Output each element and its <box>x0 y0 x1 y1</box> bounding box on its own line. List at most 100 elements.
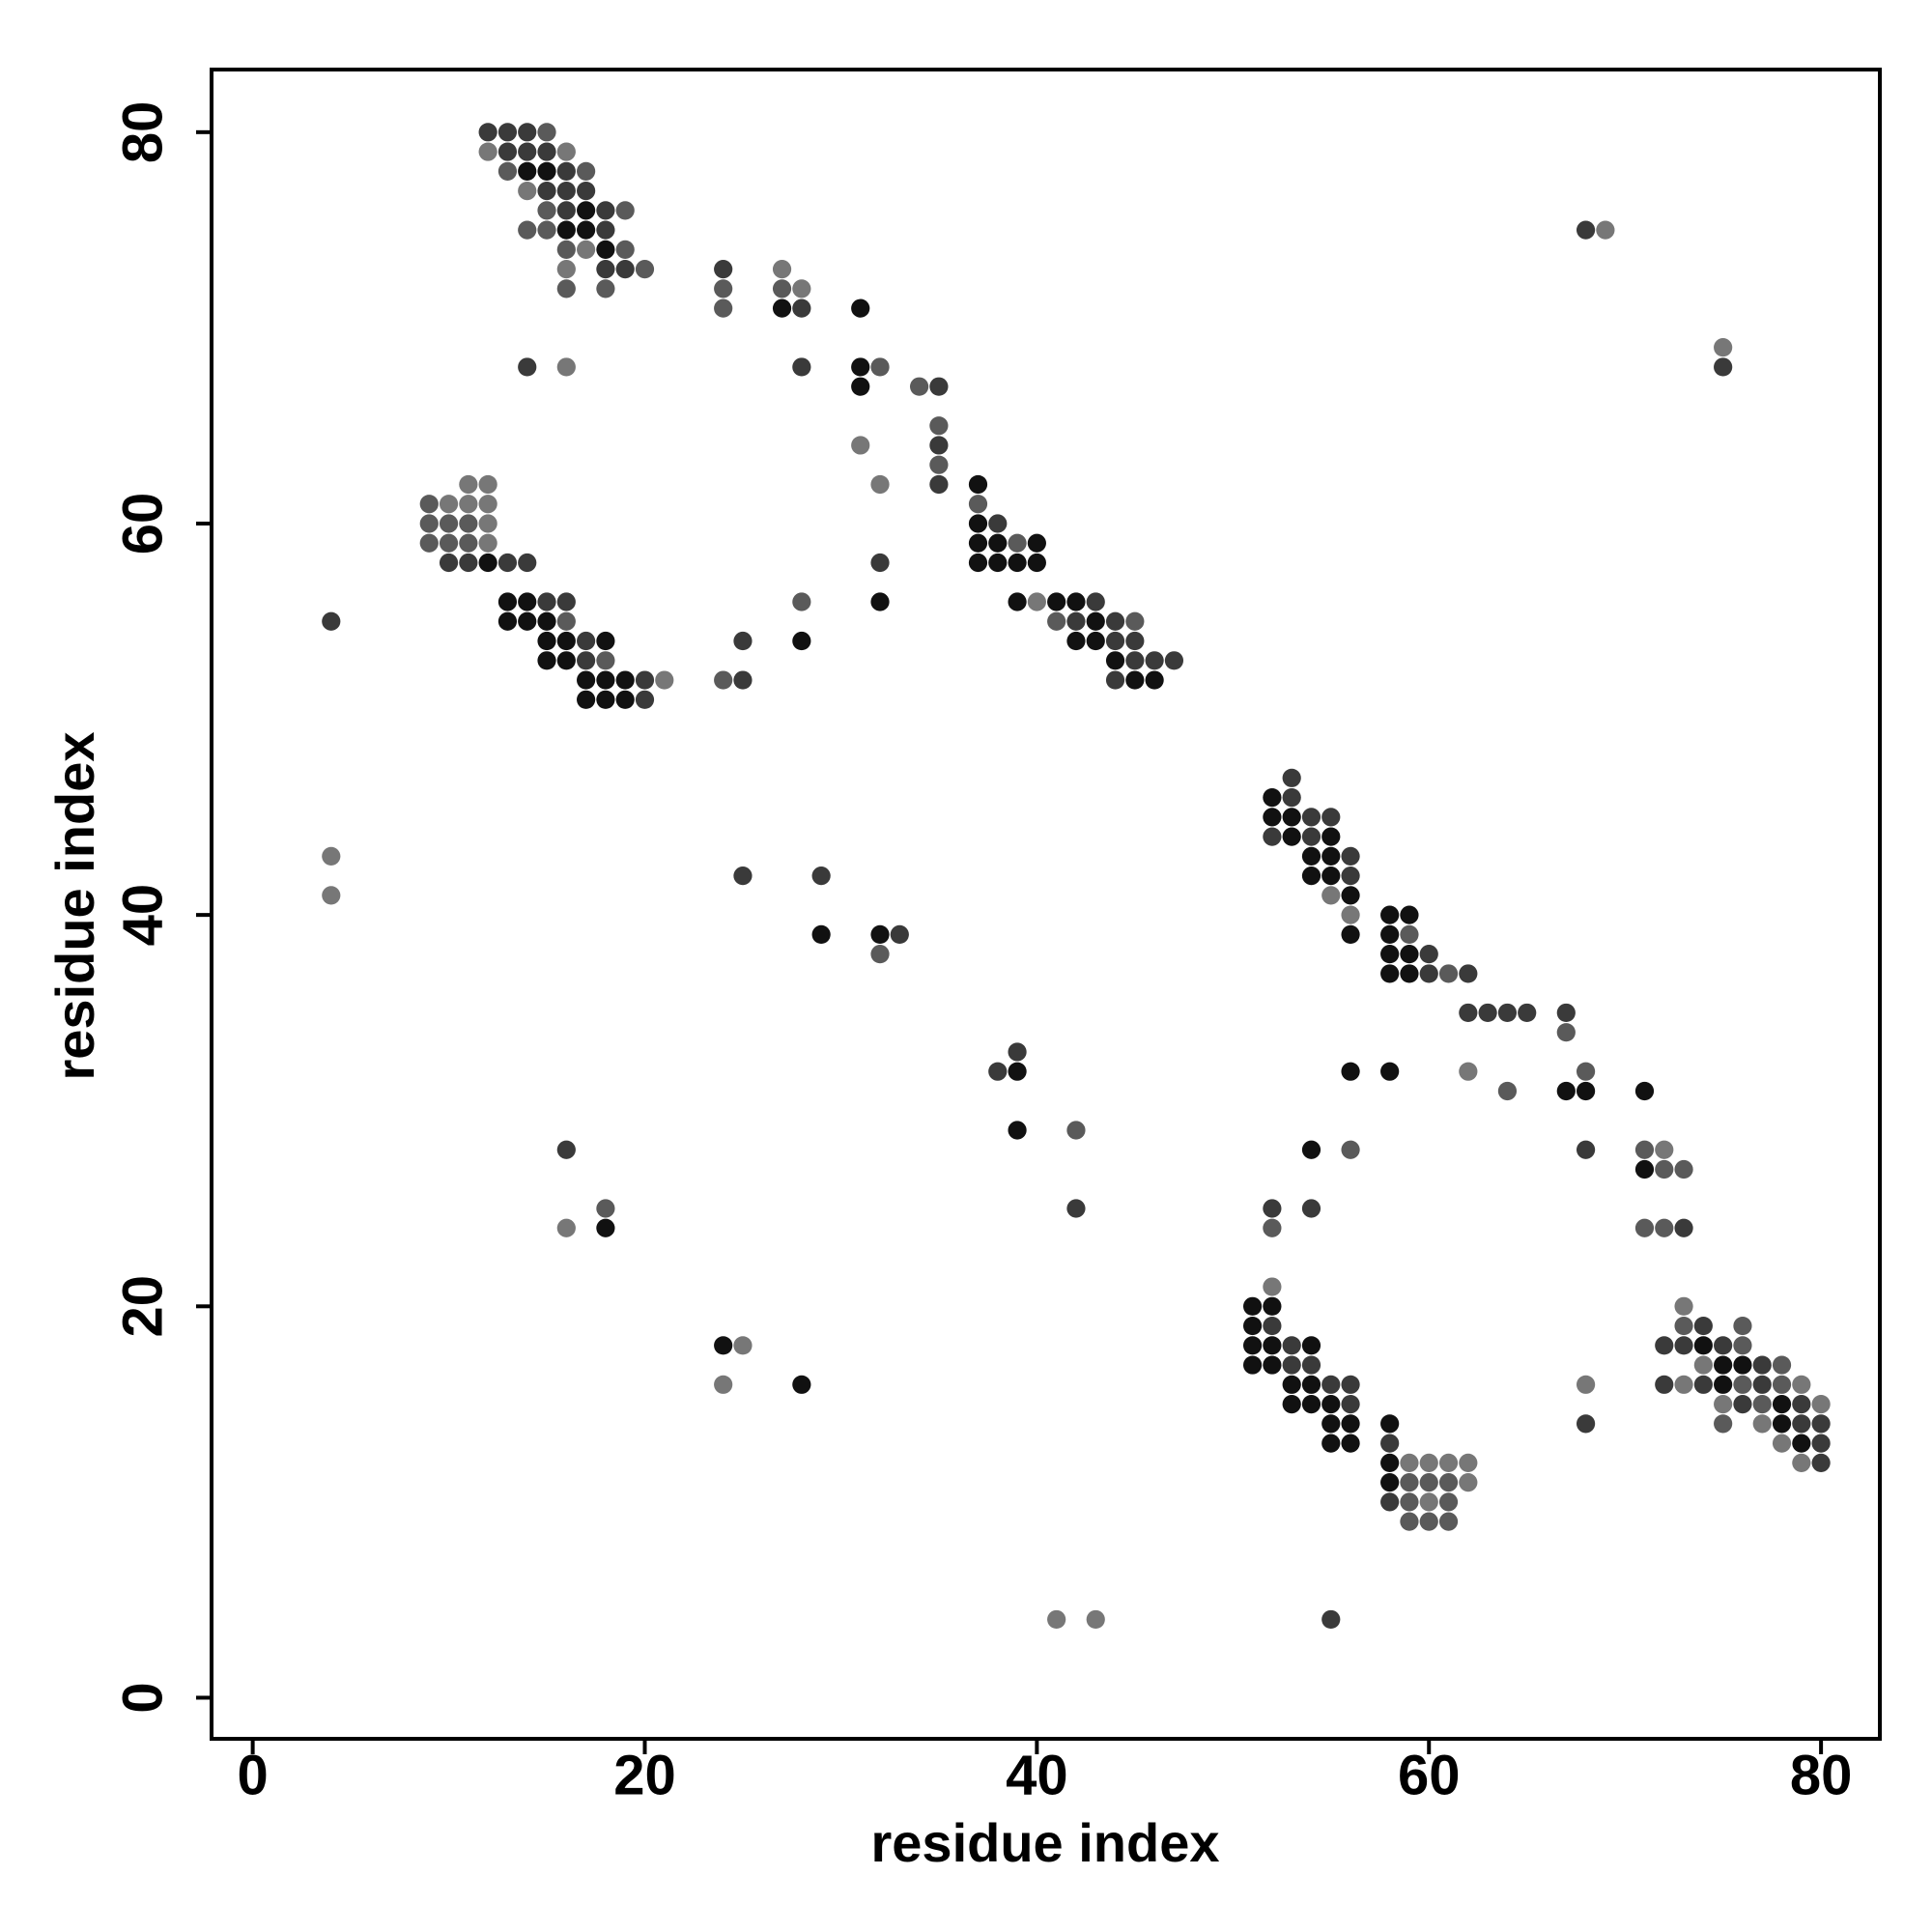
point <box>1066 592 1086 611</box>
point <box>1242 1296 1263 1316</box>
point <box>1419 945 1438 964</box>
point <box>1674 1375 1693 1394</box>
point <box>1518 1003 1537 1023</box>
point <box>1792 1394 1811 1414</box>
point <box>1459 1003 1478 1023</box>
point <box>1674 1218 1693 1237</box>
point <box>1341 1375 1360 1394</box>
point <box>1438 1492 1459 1512</box>
point <box>1321 886 1341 905</box>
point <box>1576 1081 1596 1101</box>
point <box>1693 1336 1713 1355</box>
point <box>478 553 497 573</box>
point <box>1242 1316 1263 1336</box>
point <box>1438 1453 1459 1472</box>
point <box>811 867 831 886</box>
point <box>556 357 576 377</box>
point <box>733 1336 753 1355</box>
point <box>439 533 459 553</box>
point <box>635 670 655 690</box>
point <box>968 533 988 553</box>
point <box>870 553 890 573</box>
point <box>1263 1316 1282 1336</box>
point <box>792 357 811 377</box>
point <box>596 670 615 690</box>
point <box>556 142 576 161</box>
point <box>1733 1375 1752 1394</box>
point <box>615 260 635 279</box>
y-tick-label: 80 <box>111 101 174 164</box>
plot-frame <box>210 68 1882 1741</box>
point <box>537 181 556 201</box>
point <box>497 553 518 573</box>
point <box>811 924 831 944</box>
point <box>1792 1375 1811 1394</box>
point <box>1321 827 1341 846</box>
point <box>1164 651 1184 670</box>
point <box>518 592 537 611</box>
point <box>596 240 615 259</box>
point <box>1047 1609 1066 1630</box>
point <box>851 436 870 455</box>
point <box>1714 357 1733 377</box>
point <box>1419 1492 1438 1512</box>
point <box>556 611 576 631</box>
point <box>459 553 478 573</box>
point <box>1792 1434 1811 1453</box>
point <box>577 220 596 240</box>
point <box>968 514 988 533</box>
point <box>1027 553 1046 573</box>
point <box>1380 924 1400 944</box>
point <box>1380 1492 1400 1512</box>
point <box>1341 846 1360 866</box>
point <box>910 377 929 396</box>
point <box>1772 1414 1792 1434</box>
point <box>1693 1375 1713 1394</box>
point <box>1301 1375 1321 1394</box>
point <box>478 495 497 514</box>
point <box>870 592 890 611</box>
point <box>1556 1081 1576 1101</box>
point <box>1497 1003 1518 1023</box>
point <box>1301 1199 1321 1218</box>
point <box>1321 1434 1341 1453</box>
point <box>1047 611 1066 631</box>
point <box>1321 808 1341 827</box>
point <box>635 690 655 709</box>
point <box>733 867 753 886</box>
point <box>1438 1473 1459 1492</box>
point <box>1263 1199 1282 1218</box>
point <box>1086 1609 1105 1630</box>
point <box>419 514 439 533</box>
point <box>596 1199 615 1218</box>
point <box>1282 827 1301 846</box>
point <box>556 592 576 611</box>
point <box>322 611 341 631</box>
point <box>1263 827 1282 846</box>
point <box>537 611 556 631</box>
point <box>792 279 811 298</box>
point <box>1105 611 1125 631</box>
x-tick-label: 0 <box>237 1744 268 1806</box>
point <box>1066 1121 1086 1140</box>
point <box>1047 592 1066 611</box>
point <box>596 279 615 298</box>
point <box>1027 592 1046 611</box>
point <box>792 631 811 651</box>
point <box>929 474 949 495</box>
point <box>1263 787 1282 808</box>
point <box>1105 670 1125 690</box>
point <box>556 220 576 240</box>
point <box>1380 1434 1400 1453</box>
point <box>1008 533 1027 553</box>
point <box>1341 1062 1360 1081</box>
point <box>1125 631 1145 651</box>
point <box>1282 1355 1301 1375</box>
point <box>1321 846 1341 866</box>
point <box>890 924 909 944</box>
point <box>772 260 792 279</box>
point <box>1400 924 1419 944</box>
point <box>518 611 537 631</box>
point <box>1125 670 1145 690</box>
